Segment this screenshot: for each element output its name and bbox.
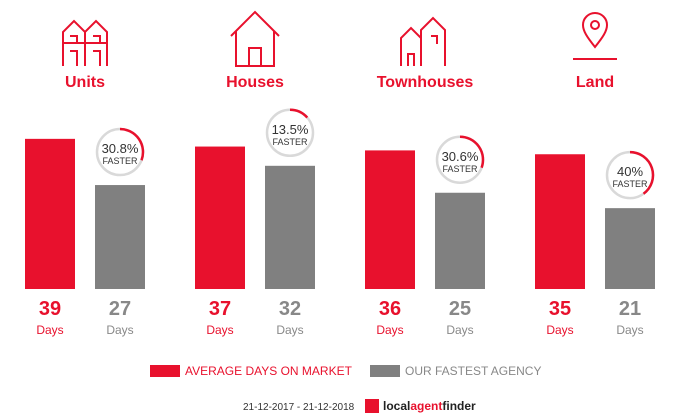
legend-swatch-fastest	[370, 365, 400, 377]
faster-percent: 30.6%	[441, 148, 479, 164]
faster-arc	[629, 150, 655, 195]
value-average: 39	[38, 298, 62, 320]
legend-fastest: OUR FASTEST AGENCY	[405, 364, 542, 378]
bar-average	[25, 138, 75, 289]
faster-arc	[459, 135, 485, 169]
days-label: Days	[276, 323, 304, 337]
bar-fastest	[265, 165, 315, 289]
brand-local: local	[383, 399, 411, 413]
days-label: Days	[106, 323, 134, 337]
brand-finder: finder	[442, 399, 476, 413]
faster-badge: 40% FASTER	[606, 151, 654, 189]
value-average: 36	[378, 298, 402, 320]
faster-arc	[119, 127, 145, 161]
days-label: Days	[446, 323, 474, 337]
land-pin-icon	[573, 12, 617, 60]
legend-swatch-average	[150, 365, 180, 377]
bar-fastest	[95, 185, 145, 289]
category-label: Land	[575, 74, 615, 91]
brand-logo-icon	[365, 399, 379, 413]
units-icon	[62, 19, 108, 66]
bar-average	[195, 146, 245, 289]
house-icon	[230, 10, 280, 67]
faster-label: FASTER	[102, 156, 138, 167]
faster-badge: 30.6% FASTER	[436, 136, 484, 174]
faster-badge: 30.8% FASTER	[96, 128, 144, 166]
faster-label: FASTER	[442, 163, 478, 174]
faster-label: FASTER	[272, 136, 308, 147]
value-fastest: 32	[278, 298, 302, 320]
faster-percent: 13.5%	[271, 121, 309, 137]
days-label: Days	[36, 323, 64, 337]
faster-percent: 40%	[616, 164, 644, 180]
faster-arc	[289, 108, 309, 119]
brand-agent: agent	[410, 399, 443, 413]
bar-fastest	[605, 208, 655, 289]
days-label: Days	[546, 323, 574, 337]
faster-percent: 30.8%	[101, 141, 139, 157]
townhouse-icon	[400, 16, 446, 66]
date-range: 21-12-2017 - 21-12-2018	[243, 402, 355, 413]
value-average: 37	[208, 298, 232, 320]
bar-average	[535, 154, 585, 289]
value-fastest: 25	[448, 298, 472, 320]
value-average: 35	[548, 298, 572, 320]
category-label: Townhouses	[376, 74, 474, 91]
value-fastest: 21	[618, 298, 642, 320]
brand-name: localagentfinder	[383, 399, 476, 413]
days-label: Days	[376, 323, 404, 337]
faster-badge: 13.5% FASTER	[266, 109, 314, 147]
faster-label: FASTER	[612, 179, 648, 190]
value-fastest: 27	[108, 298, 132, 320]
days-label: Days	[616, 323, 644, 337]
bar-average	[365, 150, 415, 289]
days-label: Days	[206, 323, 234, 337]
legend-average: AVERAGE DAYS ON MARKET	[185, 364, 352, 378]
bar-fastest	[435, 192, 485, 289]
category-label: Houses	[226, 74, 284, 91]
category-label: Units	[65, 74, 105, 91]
